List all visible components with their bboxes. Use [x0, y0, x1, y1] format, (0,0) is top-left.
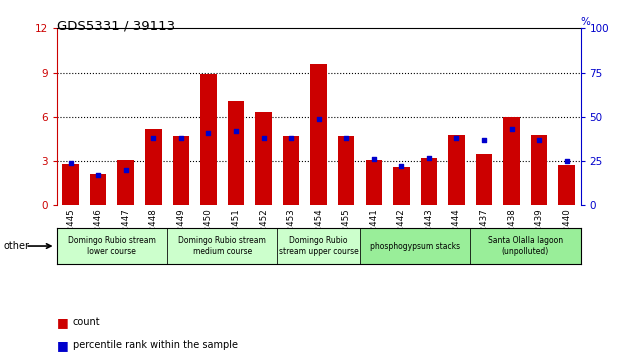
Point: [451, 135, 461, 141]
Text: ■: ■: [57, 316, 69, 329]
Point: [203, 130, 213, 136]
Bar: [360, 228, 470, 264]
Bar: [448, 135, 465, 205]
Bar: [117, 160, 134, 205]
Point: [424, 155, 434, 160]
Text: Santa Olalla lagoon
(unpolluted): Santa Olalla lagoon (unpolluted): [488, 236, 563, 256]
Text: Domingo Rubio stream
lower course: Domingo Rubio stream lower course: [68, 236, 156, 256]
Point: [231, 128, 241, 134]
Point: [479, 137, 489, 143]
Bar: [228, 101, 244, 205]
Text: Domingo Rubio stream
medium course: Domingo Rubio stream medium course: [178, 236, 266, 256]
Bar: [393, 167, 410, 205]
Bar: [277, 228, 360, 264]
Point: [259, 135, 269, 141]
Bar: [476, 154, 492, 205]
Bar: [145, 129, 162, 205]
Point: [396, 164, 406, 169]
Text: count: count: [73, 317, 100, 327]
Text: phosphogypsum stacks: phosphogypsum stacks: [370, 241, 460, 251]
Point: [369, 156, 379, 162]
Text: ■: ■: [57, 339, 69, 352]
Point: [66, 160, 76, 166]
Bar: [172, 136, 189, 205]
Point: [286, 135, 296, 141]
Point: [562, 158, 572, 164]
Bar: [167, 228, 277, 264]
Bar: [504, 117, 520, 205]
Point: [176, 135, 186, 141]
Bar: [531, 135, 548, 205]
Text: Domingo Rubio
stream upper course: Domingo Rubio stream upper course: [279, 236, 358, 256]
Text: %: %: [581, 17, 591, 27]
Bar: [421, 158, 437, 205]
Point: [507, 126, 517, 132]
Text: GDS5331 / 39113: GDS5331 / 39113: [57, 19, 175, 33]
Bar: [62, 164, 79, 205]
Text: percentile rank within the sample: percentile rank within the sample: [73, 340, 237, 350]
Bar: [310, 64, 327, 205]
Point: [148, 135, 158, 141]
Point: [93, 172, 103, 178]
Point: [314, 116, 324, 121]
Bar: [90, 175, 107, 205]
Point: [121, 167, 131, 173]
Bar: [256, 113, 272, 205]
Bar: [57, 228, 167, 264]
Point: [534, 137, 544, 143]
Text: other: other: [3, 241, 29, 251]
Bar: [283, 136, 299, 205]
Bar: [558, 166, 575, 205]
Point: [341, 135, 351, 141]
Bar: [338, 136, 355, 205]
Bar: [200, 74, 216, 205]
Bar: [365, 160, 382, 205]
Bar: [470, 228, 581, 264]
